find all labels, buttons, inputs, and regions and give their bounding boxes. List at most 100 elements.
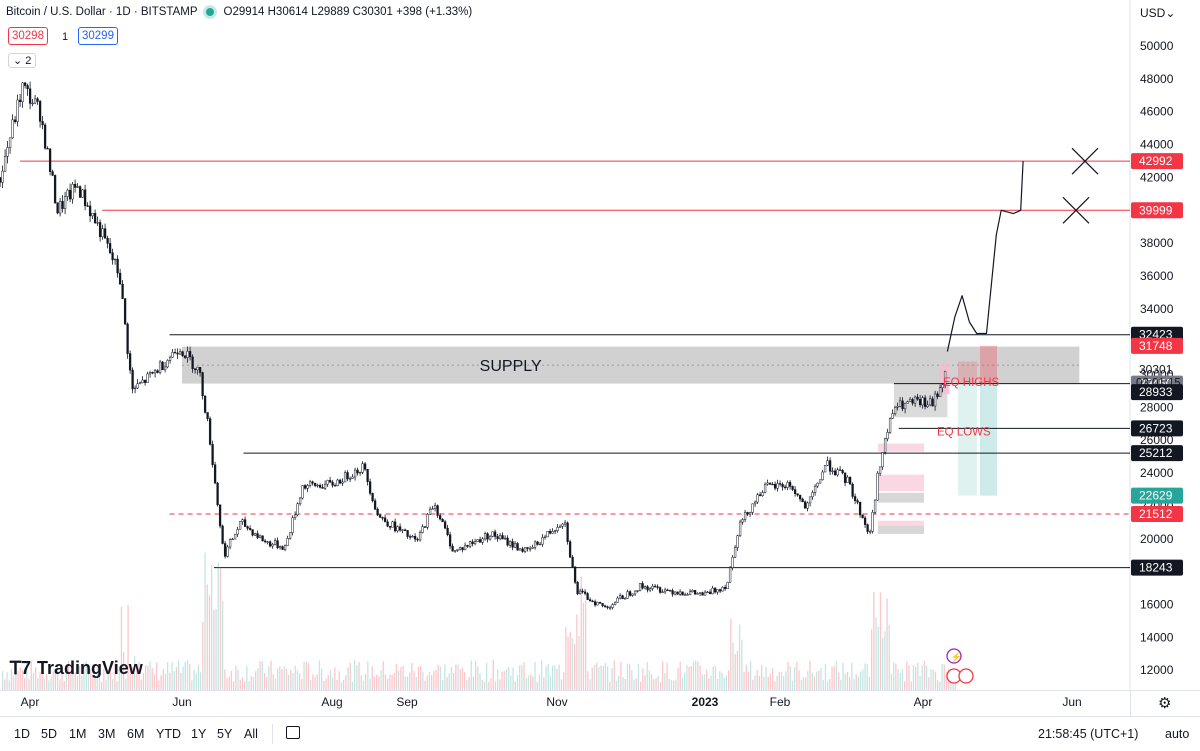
volume-bar <box>402 665 404 690</box>
volume-bar <box>72 672 74 690</box>
timeframe-1d[interactable]: 1D <box>14 727 30 741</box>
candle-body <box>401 529 404 531</box>
candle-body <box>76 186 79 188</box>
symbol-title[interactable]: Bitcoin / U.S. Dollar · 1D · BITSTAMP <box>6 6 198 18</box>
clock-readout[interactable]: 21:58:45 (UTC+1) <box>1038 727 1139 741</box>
candle-body <box>78 186 82 198</box>
volume-bar <box>776 676 778 690</box>
volume-bar <box>373 676 376 690</box>
candle-body <box>306 485 309 489</box>
calendar-icon[interactable] <box>286 726 300 739</box>
candle-body <box>176 352 179 355</box>
candle-body <box>111 252 114 261</box>
candle-body <box>668 590 672 592</box>
volume-bar <box>884 631 886 690</box>
candle-body <box>613 602 617 605</box>
candle-body <box>363 463 367 470</box>
volume-bar <box>536 681 538 690</box>
candle-body <box>851 483 854 497</box>
lightning-event-icon[interactable] <box>946 648 962 664</box>
buy-price-button[interactable]: 30299 <box>78 27 118 45</box>
currency-selector[interactable]: USD⌄ <box>1140 6 1175 20</box>
volume-bar <box>886 598 888 690</box>
candle-body <box>61 201 64 209</box>
candle-body <box>31 102 34 105</box>
candle-body <box>691 590 694 592</box>
volume-bar <box>723 677 725 690</box>
candle-body <box>138 382 142 385</box>
timeframe-5d[interactable]: 5D <box>41 727 57 741</box>
volume-bar <box>50 676 52 690</box>
sell-price-button[interactable]: 30298 <box>8 27 48 45</box>
volume-bar <box>120 606 123 690</box>
timeframe-3m[interactable]: 3M <box>98 727 116 741</box>
flag-event-icon[interactable] <box>958 668 974 684</box>
candle-body <box>83 189 87 206</box>
volume-bar <box>587 671 589 690</box>
volume-bar <box>717 679 719 690</box>
candle-body <box>748 512 752 515</box>
candle-body <box>261 535 264 542</box>
order-quantity[interactable]: 1 <box>62 31 69 43</box>
candle-body <box>496 536 499 540</box>
timeframe-1y[interactable]: 1Y <box>191 727 207 741</box>
timeframe-ytd[interactable]: YTD <box>156 727 181 741</box>
candle-body <box>523 547 527 552</box>
gear-icon[interactable]: ⚙ <box>1158 695 1172 712</box>
volume-bar <box>591 667 593 690</box>
volume-bar <box>156 662 158 690</box>
candle-body <box>311 481 314 484</box>
projection-path[interactable] <box>946 161 1024 352</box>
volume-bar <box>406 676 409 690</box>
volume-bar <box>807 670 809 690</box>
volume-bar <box>791 680 794 690</box>
volume-bar <box>503 671 505 690</box>
volume-bar <box>840 679 842 690</box>
volume-bar <box>142 672 145 690</box>
volume-bar <box>569 631 571 690</box>
candle-body <box>628 591 632 596</box>
candle-body <box>161 361 164 371</box>
y-tick-label: 20000 <box>1140 532 1174 546</box>
candle-body <box>876 472 879 501</box>
candle-body <box>411 536 414 538</box>
volume-bar <box>659 681 662 690</box>
candle-body <box>626 591 629 599</box>
candle-body <box>553 530 557 532</box>
candle-body <box>273 540 277 545</box>
timeframe-6m[interactable]: 6M <box>127 727 145 741</box>
candle-body <box>493 531 497 537</box>
volume-bar <box>316 674 318 690</box>
volume-bar <box>732 642 734 690</box>
candle-body <box>621 595 624 600</box>
candle-body <box>236 529 239 535</box>
timeframe-5y[interactable]: 5Y <box>217 727 233 741</box>
supply-zone[interactable] <box>182 346 1080 384</box>
volume-bar <box>257 668 259 690</box>
volume-bar <box>714 665 717 690</box>
volume-bar <box>178 660 180 690</box>
candle-body <box>533 541 537 548</box>
volume-bar <box>690 665 692 690</box>
indicators-collapse-button[interactable]: ⌄ 2 <box>8 53 37 68</box>
volume-bar <box>871 629 873 690</box>
tradingview-logo[interactable]: ꓔ7 TradingView <box>10 658 143 679</box>
volume-bar <box>745 664 747 690</box>
candle-body <box>303 485 307 489</box>
candle-body <box>228 539 232 548</box>
timeframe-1m[interactable]: 1M <box>69 727 87 741</box>
candle-body <box>423 526 427 528</box>
volume-bar <box>567 636 569 690</box>
candle-body <box>243 519 247 527</box>
volume-bar <box>28 679 30 690</box>
volume-bar <box>750 661 752 690</box>
volume-bar <box>380 670 382 690</box>
time-axis[interactable] <box>0 690 1130 717</box>
timeframe-all[interactable]: All <box>244 727 258 741</box>
candle-body <box>378 514 382 518</box>
candle-body <box>941 384 944 388</box>
price-tag-bg <box>1131 420 1183 437</box>
candle-body <box>653 585 657 588</box>
auto-scale-toggle[interactable]: auto <box>1165 727 1190 741</box>
